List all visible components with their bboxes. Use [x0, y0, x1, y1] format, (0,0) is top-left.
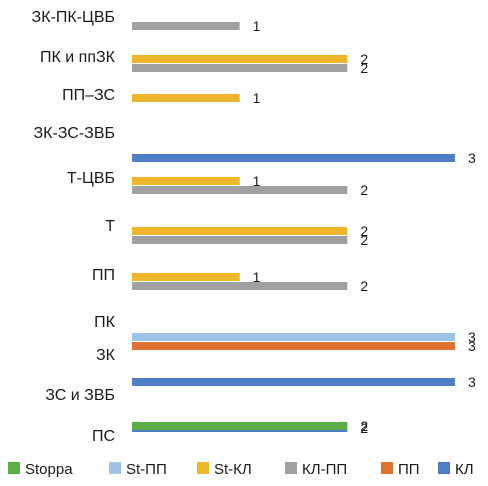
bar-st-кл-1: [132, 55, 348, 63]
bars: [132, 22, 455, 432]
category-label-1: ПК и ппЗК: [40, 49, 116, 66]
legend-label-st-кл: St-КЛ: [214, 461, 252, 478]
bar-st-пп-7: [132, 333, 455, 341]
legend-label-пп: ПП: [398, 461, 420, 478]
legend-label-st-пп: St-ПП: [126, 461, 167, 478]
bar-st-кл-6: [132, 273, 240, 281]
bar-кл-3: [132, 154, 455, 162]
category-label-0: ЗК-ПК-ЦВБ: [32, 9, 115, 26]
data-label-кл-9: 2: [360, 420, 368, 436]
data-label-st-пп-7: 3: [468, 329, 476, 345]
data-label-st-кл-6: 1: [253, 269, 261, 285]
data-label-st-кл-5: 2: [360, 223, 368, 239]
category-label-3: ЗК-ЗС-ЗВБ: [33, 125, 115, 142]
data-label-кл-пп-4: 2: [360, 182, 368, 198]
category-label-9: ЗС и ЗВБ: [45, 387, 115, 404]
data-label-пп-7: 3: [468, 338, 476, 354]
data-label-кл-8: 3: [468, 374, 476, 390]
legend-label-stoppa: Stoppa: [25, 461, 73, 478]
data-label-st-кл-1: 2: [360, 51, 368, 67]
data-label-кл-пп-5: 2: [360, 232, 368, 248]
category-label-10: ПС: [92, 428, 115, 445]
legend-label-кл-пп: КЛ-ПП: [302, 461, 347, 478]
data-label-кл-пп-0: 1: [253, 18, 261, 34]
category-label-8: ЗК: [96, 347, 116, 364]
legend-swatch-кл-пп: [285, 462, 297, 474]
category-label-5: Т: [105, 218, 115, 235]
bar-stoppa-10: [132, 422, 348, 430]
data-label-кл-3: 3: [468, 150, 476, 166]
category-label-6: ПП: [92, 267, 115, 284]
data-label-st-кл-2: 1: [253, 90, 261, 106]
category-label-4: Т-ЦВБ: [67, 170, 115, 187]
bar-пп-7: [132, 342, 455, 350]
data-label-кл-пп-1: 2: [360, 60, 368, 76]
category-label-7: ПК: [94, 314, 116, 331]
bar-st-кл-2: [132, 94, 240, 102]
data-label-stoppa-10: 2: [360, 418, 368, 434]
legend-swatch-пп: [381, 462, 393, 474]
legend-label-кл: КЛ: [455, 461, 474, 478]
bar-кл-пп-6: [132, 282, 348, 290]
legend: Stoppa St-ПП St-КЛ КЛ-ПП ПП КЛ: [8, 461, 474, 478]
bar-кл-пп-4: [132, 186, 348, 194]
data-label-кл-пп-6: 2: [360, 278, 368, 294]
bar-кл-пп-5: [132, 236, 348, 244]
bar-кл-пп-1: [132, 64, 348, 72]
bar-кл-пп-0: [132, 22, 240, 30]
category-label-2: ПП–ЗС: [62, 87, 115, 104]
legend-swatch-st-пп: [109, 462, 121, 474]
legend-swatch-st-кл: [197, 462, 209, 474]
bar-st-кл-5: [132, 227, 348, 235]
bar-кл-8: [132, 378, 455, 386]
bar-st-кл-4: [132, 177, 240, 185]
legend-swatch-кл: [438, 462, 450, 474]
data-label-st-кл-4: 1: [253, 173, 261, 189]
category-labels: ЗК-ПК-ЦВБ ПК и ппЗК ПП–ЗС ЗК-ЗС-ЗВБ Т-ЦВБ Т ПП…: [32, 9, 116, 445]
legend-swatch-stoppa: [8, 462, 20, 474]
